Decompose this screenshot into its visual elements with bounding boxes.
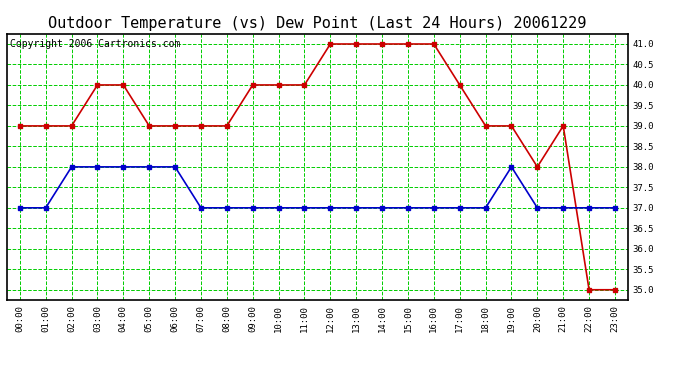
Text: Copyright 2006 Cartronics.com: Copyright 2006 Cartronics.com [10,39,180,49]
Title: Outdoor Temperature (vs) Dew Point (Last 24 Hours) 20061229: Outdoor Temperature (vs) Dew Point (Last… [48,16,586,31]
